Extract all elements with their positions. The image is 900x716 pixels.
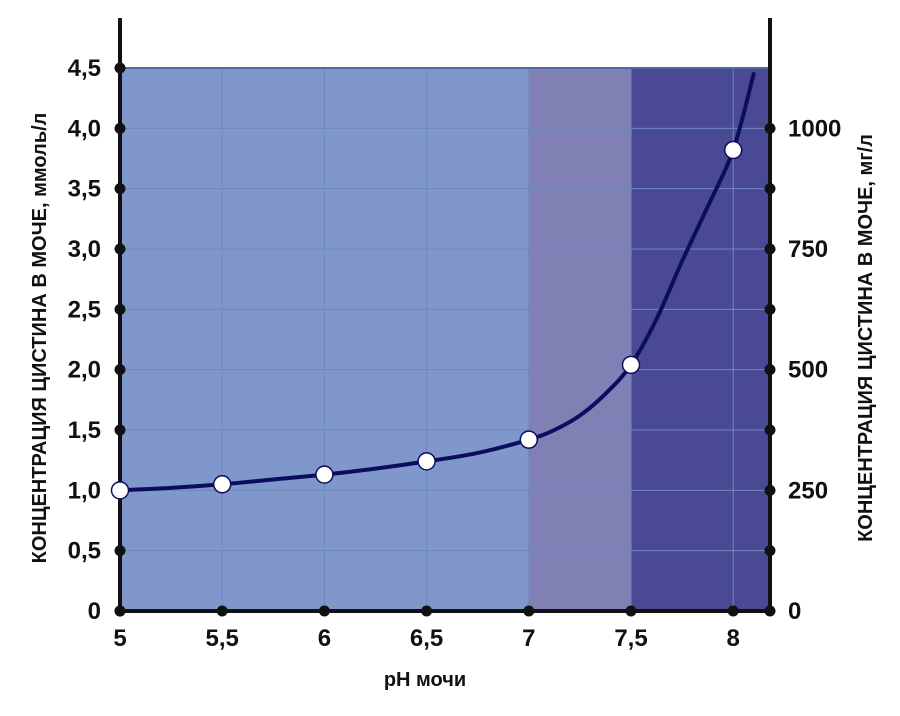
y-left-tick-9 bbox=[114, 62, 126, 74]
x-tick-label-6: 8 bbox=[727, 625, 740, 652]
x-tick-5 bbox=[625, 605, 637, 617]
y-left-tick-label-5: 2,5 bbox=[68, 296, 101, 323]
data-point-6 bbox=[723, 140, 743, 160]
y-right-tick-3 bbox=[764, 424, 776, 436]
region-2 bbox=[631, 68, 770, 611]
y-right-tick-4 bbox=[764, 364, 776, 376]
ticks: 5 5,5 6 6,5 7 7,5 8 0 0,5 1,0 1,5 2,0 2,5 3,0 3,5 4,0 4,… bbox=[68, 55, 842, 652]
y-right-tick-5 bbox=[764, 303, 776, 315]
x-tick-label-4: 7 bbox=[522, 625, 535, 652]
x-tick-6 bbox=[727, 605, 739, 617]
y-left-tick-7 bbox=[114, 183, 126, 195]
y-left-tick-4 bbox=[114, 364, 126, 376]
y-right-tick-2 bbox=[764, 484, 776, 496]
y-left-tick-1 bbox=[114, 545, 126, 557]
x-tick-label-5: 7,5 bbox=[614, 625, 647, 652]
y-right-tick-label-4: 500 bbox=[788, 357, 828, 384]
y-left-tick-label-6: 3,0 bbox=[68, 236, 101, 263]
y-left-tick-0 bbox=[114, 605, 126, 617]
x-tick-label-1: 5,5 bbox=[206, 625, 239, 652]
y-left-tick-6 bbox=[114, 243, 126, 255]
y-left-tick-label-9: 4,5 bbox=[68, 55, 101, 82]
x-tick-1 bbox=[216, 605, 228, 617]
y-axis-right-title: КОНЦЕНТРАЦИЯ ЦИСТИНА В МОЧЕ, мг/л bbox=[855, 134, 877, 542]
x-tick-label-0: 5 bbox=[113, 625, 126, 652]
y-left-tick-3 bbox=[114, 424, 126, 436]
y-right-tick-7 bbox=[764, 183, 776, 195]
data-point-4 bbox=[519, 430, 539, 449]
x-axis-title: pH мочи bbox=[384, 669, 466, 691]
y-left-tick-label-7: 3,5 bbox=[68, 176, 101, 203]
series bbox=[110, 72, 756, 500]
x-tick-4 bbox=[523, 605, 535, 617]
y-left-tick-8 bbox=[114, 122, 126, 134]
ph-regions bbox=[120, 68, 770, 611]
series-line-0 bbox=[118, 72, 756, 493]
data-point-5 bbox=[621, 355, 641, 375]
y-left-tick-label-3: 1,5 bbox=[68, 417, 101, 444]
y-right-tick-8 bbox=[764, 122, 776, 134]
y-right-tick-1 bbox=[764, 545, 776, 557]
y-right-tick-label-2: 250 bbox=[788, 477, 828, 504]
y-right-tick-label-0: 0 bbox=[788, 598, 801, 625]
y-left-tick-label-4: 2,0 bbox=[68, 357, 101, 384]
data-point-2 bbox=[315, 465, 334, 484]
x-tick-label-2: 6 bbox=[318, 625, 331, 652]
x-tick-2 bbox=[318, 605, 330, 617]
x-tick-3 bbox=[421, 605, 433, 617]
y-left-tick-label-1: 0,5 bbox=[68, 538, 101, 565]
y-axis-left-title: КОНЦЕНТРАЦИЯ ЦИСТИНА В МОЧЕ, ммоль/л bbox=[29, 113, 51, 564]
region-1 bbox=[528, 68, 632, 611]
x-tick-label-3: 6,5 bbox=[410, 625, 443, 652]
y-left-tick-label-0: 0 bbox=[88, 598, 101, 625]
y-left-tick-label-2: 1,0 bbox=[68, 477, 101, 504]
data-point-1 bbox=[212, 475, 232, 494]
data-point-3 bbox=[417, 452, 436, 471]
data-point-0 bbox=[110, 481, 130, 500]
y-left-tick-label-8: 4,0 bbox=[68, 115, 101, 142]
y-left-tick-5 bbox=[114, 303, 126, 315]
y-right-tick-6 bbox=[764, 243, 776, 255]
y-right-tick-label-8: 1000 bbox=[788, 115, 841, 142]
y-right-tick-0 bbox=[764, 605, 776, 617]
y-right-tick-label-6: 750 bbox=[788, 236, 828, 263]
